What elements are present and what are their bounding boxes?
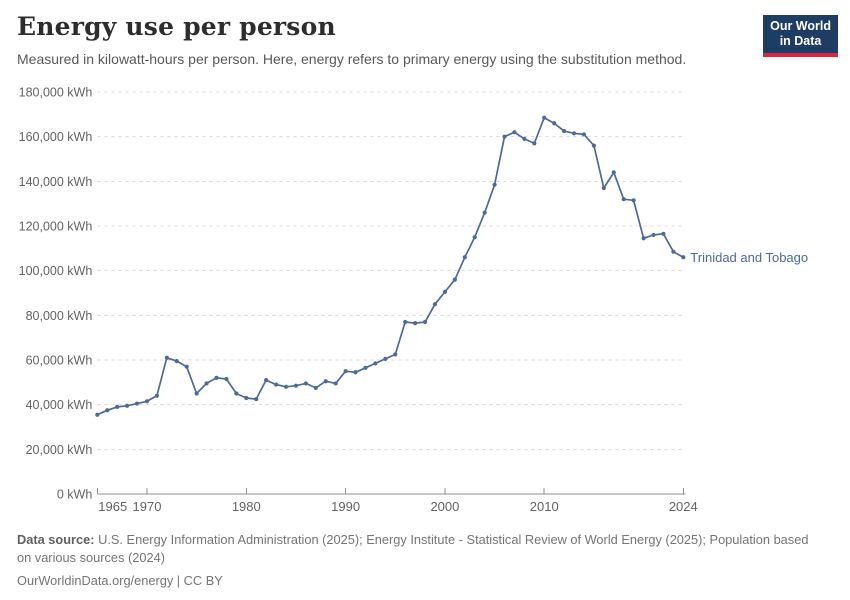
data-point[interactable] [383, 356, 388, 361]
data-point[interactable] [631, 198, 636, 203]
series-line[interactable] [96, 116, 685, 416]
y-axis-label: 20,000 kWh [26, 443, 93, 457]
y-axis-label: 140,000 kWh [19, 175, 93, 189]
owid-logo-line2: in Data [779, 34, 822, 49]
data-point[interactable] [393, 352, 398, 357]
data-point[interactable] [532, 141, 537, 146]
x-axis-label: 2000 [430, 499, 459, 514]
y-axis-label: 100,000 kWh [19, 264, 93, 278]
y-axis-label: 180,000 kWh [19, 86, 93, 100]
data-point[interactable] [323, 379, 328, 384]
y-axis-label: 120,000 kWh [19, 220, 93, 234]
y-axis-label: 40,000 kWh [26, 398, 93, 412]
data-point[interactable] [512, 130, 517, 135]
data-point[interactable] [293, 383, 299, 388]
data-point[interactable] [184, 364, 189, 369]
data-point[interactable] [651, 232, 656, 238]
data-point[interactable] [254, 396, 259, 402]
page-title: Energy use per person [17, 12, 336, 41]
data-point[interactable] [373, 361, 378, 366]
data-point[interactable] [264, 378, 269, 383]
data-point[interactable] [462, 255, 467, 260]
data-point[interactable] [621, 197, 626, 202]
data-point[interactable] [601, 185, 606, 191]
data-source-prefix: Data source: [17, 532, 95, 547]
data-point[interactable] [452, 277, 457, 282]
data-source-line2: on various sources (2024) [17, 549, 165, 565]
data-point[interactable] [134, 401, 140, 406]
data-source-line1: U.S. Energy Information Administration (… [98, 532, 809, 547]
data-point[interactable] [432, 302, 438, 307]
chart-header: Energy use per person Measured in kilowa… [17, 12, 757, 68]
data-point[interactable] [234, 391, 239, 396]
data-point[interactable] [164, 355, 169, 360]
data-point[interactable] [363, 365, 368, 370]
data-point[interactable] [502, 134, 507, 139]
data-point[interactable] [95, 412, 100, 417]
y-axis-label: 160,000 kWh [19, 130, 93, 144]
data-point[interactable] [303, 381, 308, 386]
data-point[interactable] [571, 131, 577, 136]
data-point[interactable] [552, 121, 557, 126]
data-point[interactable] [671, 249, 676, 254]
chart-subtitle: Measured in kilowatt-hours per person. H… [17, 51, 687, 67]
data-point[interactable] [174, 359, 179, 364]
data-point[interactable] [194, 391, 199, 396]
data-point[interactable] [661, 231, 666, 236]
data-point[interactable] [224, 376, 229, 382]
data-point[interactable] [641, 236, 646, 241]
y-axis-label: 60,000 kWh [26, 354, 93, 368]
chart-footer: Data source: U.S. Energy Information Adm… [17, 531, 829, 590]
y-axis-label: 80,000 kWh [26, 309, 93, 323]
data-point[interactable] [214, 375, 219, 380]
data-point[interactable] [522, 136, 527, 141]
data-point[interactable] [482, 210, 487, 215]
data-point[interactable] [343, 369, 348, 374]
data-point[interactable] [681, 255, 686, 260]
data-point[interactable] [542, 115, 547, 120]
data-point[interactable] [403, 319, 408, 325]
data-point[interactable] [472, 235, 477, 240]
owid-logo[interactable]: Our World in Data [763, 15, 838, 57]
data-point[interactable] [492, 182, 497, 187]
data-point[interactable] [105, 408, 110, 413]
series-label[interactable]: Trinidad and Tobago [690, 250, 808, 265]
data-point[interactable] [204, 381, 209, 386]
data-point[interactable] [591, 143, 597, 148]
data-point[interactable] [144, 399, 150, 404]
x-axis-label: 1990 [331, 499, 360, 514]
data-point[interactable] [313, 385, 318, 391]
y-axis-label: 0 kWh [57, 488, 92, 502]
data-point[interactable] [413, 321, 418, 326]
x-axis-label: 1980 [232, 499, 261, 514]
data-point[interactable] [124, 403, 130, 408]
data-point[interactable] [244, 395, 249, 401]
data-point[interactable] [562, 128, 567, 134]
owid-logo-line1: Our World [770, 19, 831, 33]
data-point[interactable] [442, 289, 448, 294]
data-source-note: Data source: U.S. Energy Information Adm… [17, 531, 829, 566]
data-point[interactable] [333, 381, 338, 386]
data-point[interactable] [283, 384, 289, 389]
data-point[interactable] [273, 382, 279, 387]
data-point[interactable] [353, 370, 358, 375]
data-point[interactable] [154, 393, 159, 398]
owid-cc-link[interactable]: OurWorldinData.org/energy | CC BY [17, 573, 223, 589]
data-point[interactable] [611, 170, 616, 175]
x-axis-label: 1970 [133, 499, 162, 514]
x-axis-label: 2010 [530, 499, 559, 514]
data-point[interactable] [115, 404, 120, 409]
data-point[interactable] [581, 132, 587, 137]
x-axis-label: 1965 [98, 499, 127, 514]
data-point[interactable] [422, 319, 428, 325]
x-axis-label: 2024 [669, 499, 698, 514]
